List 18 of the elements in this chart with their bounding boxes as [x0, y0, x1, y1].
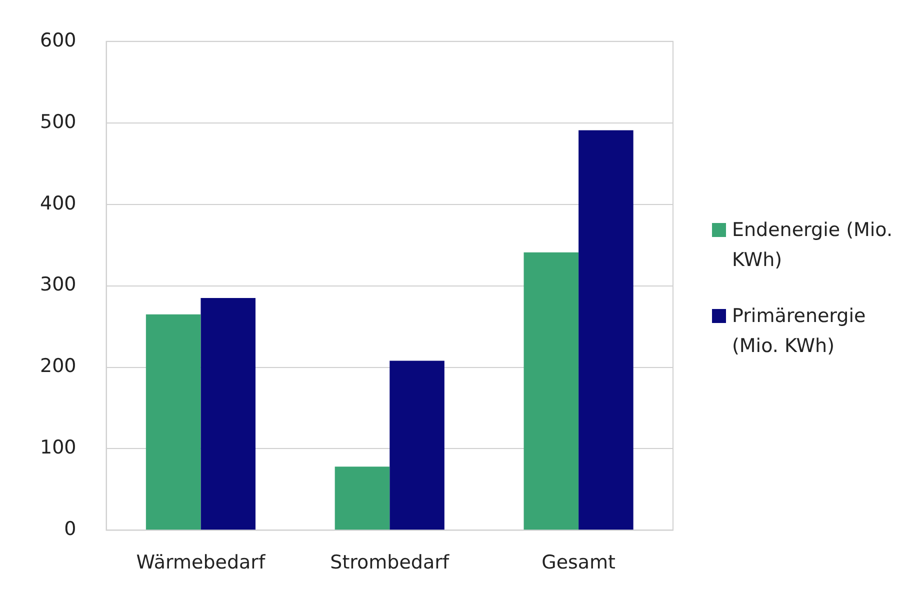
bar	[390, 360, 444, 530]
bar	[524, 252, 579, 530]
y-tick-label: 100	[40, 436, 76, 459]
y-tick-label: 400	[40, 192, 76, 214]
bar	[334, 466, 390, 530]
legend-label: Endenergie (Mio. KWh)	[732, 218, 894, 273]
x-tick-label: Strombedarf	[330, 552, 450, 574]
y-tick-label: 300	[40, 274, 76, 296]
legend-label: Primärenergie (Mio. KWh)	[732, 304, 867, 359]
bar	[146, 314, 201, 530]
bar	[578, 130, 634, 530]
x-tick-label: Gesamt	[542, 552, 616, 574]
x-tick-label: Wärmebedarf	[136, 552, 266, 574]
y-tick-label: 600	[40, 29, 76, 52]
bar	[200, 298, 256, 530]
y-tick-label: 0	[64, 518, 76, 540]
y-tick-label: 500	[40, 110, 76, 133]
y-tick-label: 200	[40, 355, 76, 378]
